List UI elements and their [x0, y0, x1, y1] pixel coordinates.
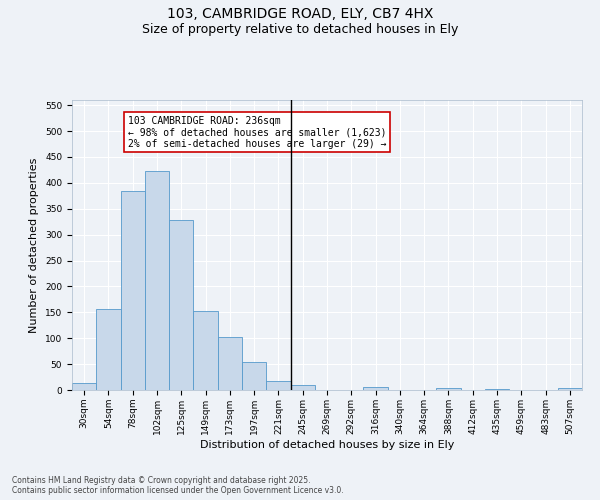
Bar — [121, 190, 145, 390]
Bar — [436, 388, 461, 390]
Bar — [72, 384, 96, 390]
Bar — [266, 380, 290, 390]
Bar — [193, 312, 218, 390]
Bar — [145, 171, 169, 390]
Text: Contains HM Land Registry data © Crown copyright and database right 2025.
Contai: Contains HM Land Registry data © Crown c… — [12, 476, 344, 495]
Bar — [242, 362, 266, 390]
Text: Size of property relative to detached houses in Ely: Size of property relative to detached ho… — [142, 22, 458, 36]
Text: 103, CAMBRIDGE ROAD, ELY, CB7 4HX: 103, CAMBRIDGE ROAD, ELY, CB7 4HX — [167, 8, 433, 22]
Bar — [558, 388, 582, 390]
Bar — [290, 385, 315, 390]
X-axis label: Distribution of detached houses by size in Ely: Distribution of detached houses by size … — [200, 440, 454, 450]
Bar — [218, 337, 242, 390]
Text: 103 CAMBRIDGE ROAD: 236sqm
← 98% of detached houses are smaller (1,623)
2% of se: 103 CAMBRIDGE ROAD: 236sqm ← 98% of deta… — [128, 116, 386, 148]
Bar — [169, 220, 193, 390]
Bar — [96, 308, 121, 390]
Y-axis label: Number of detached properties: Number of detached properties — [29, 158, 40, 332]
Bar — [364, 388, 388, 390]
